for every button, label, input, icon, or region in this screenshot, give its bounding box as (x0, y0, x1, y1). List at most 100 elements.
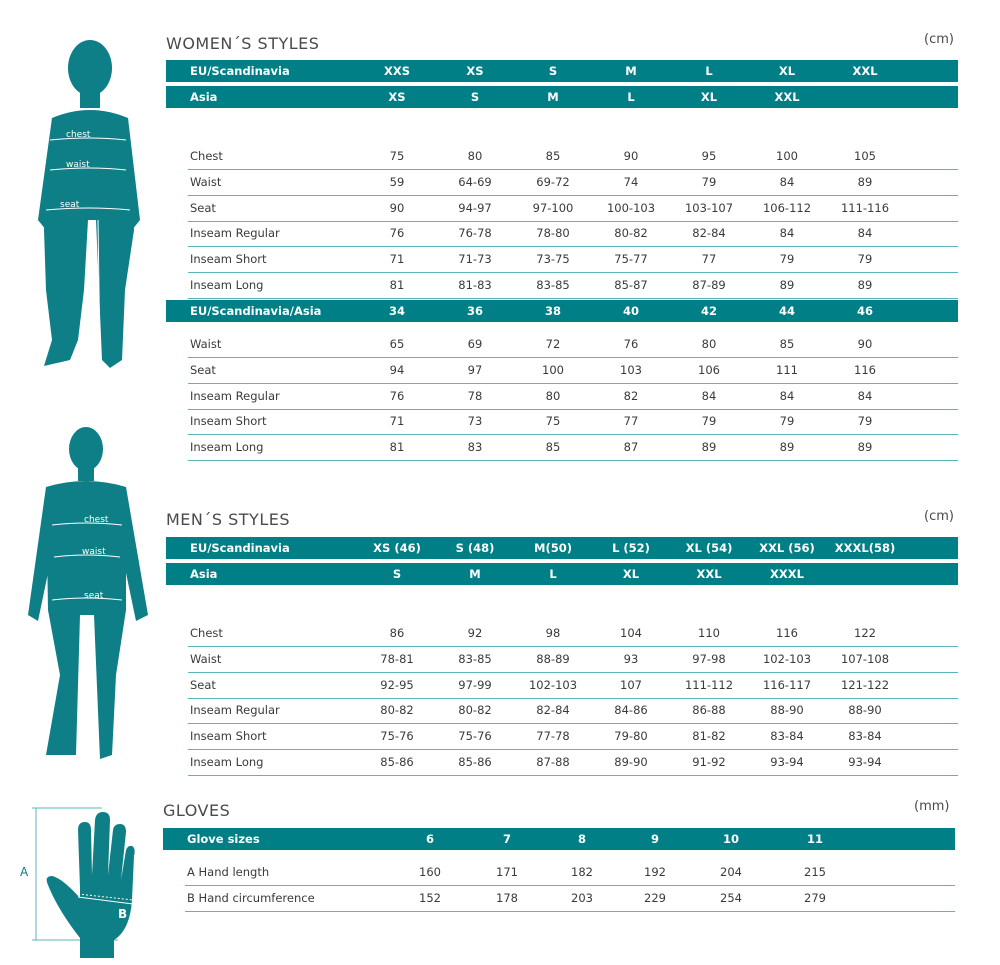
table-cell: 121-122 (840, 677, 890, 692)
table-row: Inseam Long 85-86 85-86 87-88 89-90 91-92 93-9… (188, 750, 958, 776)
table-cell: 82-84 (692, 226, 726, 241)
table-cell: 65 (389, 337, 405, 351)
table-cell: 85 (545, 440, 561, 455)
table-cell: 69 (467, 337, 483, 351)
header-cell: XXL (774, 90, 800, 104)
header-cell: S (470, 90, 480, 104)
header-cell: XXL (56) (759, 541, 815, 555)
table-cell: 79 (779, 414, 795, 429)
row-label: Inseam Regular (190, 388, 280, 403)
table-cell: 79 (701, 414, 717, 429)
row-label: Seat (190, 677, 216, 692)
table-cell: 178 (496, 890, 518, 905)
woman-figure: chest waist seat inseam (38, 40, 140, 368)
table-cell: 90 (857, 337, 873, 351)
table-cell: 215 (804, 865, 826, 879)
man-figure: chest waist seat inseam (28, 427, 148, 759)
table-cell: 95 (701, 149, 717, 163)
table-cell: 229 (644, 890, 666, 905)
table-cell: 82 (623, 388, 639, 403)
table-cell: 107 (620, 677, 642, 692)
table-row: Inseam Regular 80-82 80-82 82-84 84-86 86-88 8… (188, 698, 958, 725)
table-cell: 100 (542, 362, 564, 377)
header-label: EU/Scandinavia (190, 64, 290, 78)
seat-label: seat (84, 591, 104, 601)
row-label: B Hand circumference (187, 890, 315, 905)
table-cell: 88-90 (770, 703, 804, 718)
row-label: Inseam Long (190, 755, 264, 769)
table-cell: 79 (701, 174, 717, 189)
header-cell: M (625, 64, 637, 78)
table-row: Waist 78-81 83-85 88-89 93 97-98 102-103 107-10… (188, 647, 958, 673)
table-cell: 83-84 (848, 729, 882, 744)
table-cell: 93-94 (770, 755, 804, 769)
hand-figure: A B (20, 807, 135, 958)
header-cell: 42 (700, 304, 718, 318)
table-cell: 75 (545, 414, 561, 429)
header-cell: M(50) (534, 541, 572, 555)
table-cell: 73 (467, 414, 483, 429)
table-cell: 75 (389, 149, 405, 163)
header-cell: XXXL(58) (834, 541, 896, 555)
seat-label: seat (60, 200, 80, 210)
table-cell: 73-75 (536, 252, 570, 267)
table-cell: 100 (776, 149, 798, 163)
table-cell: 116 (854, 362, 876, 377)
table-cell: 105 (854, 149, 876, 163)
table-cell: 111 (776, 362, 798, 377)
header-cell: L (627, 90, 635, 104)
header-cell: 9 (650, 832, 660, 846)
inseam-label: inseam (81, 702, 91, 735)
header-cell: S (548, 64, 558, 78)
table-row: Chest 75 80 85 90 95 100 105 (188, 144, 958, 170)
gloves-unit: (mm) (914, 799, 950, 814)
table-cell: 80-82 (614, 226, 648, 241)
table-cell: 80-82 (380, 703, 414, 718)
header-cell: 34 (388, 304, 406, 318)
table-cell: 89 (857, 174, 873, 189)
table-cell: 104 (620, 626, 642, 640)
header-cell: XL (54) (685, 541, 733, 555)
row-label: Chest (190, 626, 223, 640)
table-cell: 84 (779, 174, 795, 189)
table-row: Chest 86 92 98 104 110 116 122 (188, 621, 958, 647)
table-cell: 102-103 (528, 677, 578, 692)
table-cell: 93 (623, 651, 639, 666)
table-cell: 85-87 (614, 278, 648, 292)
table-row: Inseam Short 71 71-73 73-75 75-77 77 79 79 (188, 247, 958, 274)
header-label: EU/Scandinavia/Asia (190, 304, 322, 318)
table-cell: 87-89 (692, 278, 726, 292)
table-cell: 76-78 (458, 226, 492, 241)
row-label: Inseam Regular (190, 703, 280, 718)
table-row: Inseam Short 71 73 75 77 79 79 79 (188, 409, 958, 436)
row-label: Waist (190, 651, 222, 666)
table-cell: 90 (389, 200, 405, 215)
table-cell: 74 (623, 174, 639, 189)
row-label: Inseam Long (190, 440, 264, 455)
table-cell: 87-88 (536, 755, 570, 769)
women-title: WOMEN´S STYLES (166, 34, 320, 53)
table-row: Seat 90 94-97 97-100 100-103 103-107 106-112 11… (188, 196, 958, 222)
header-cell: 36 (466, 304, 484, 318)
header-cell: 40 (622, 304, 640, 318)
table-cell: 71 (389, 414, 405, 429)
table-cell: 76 (623, 337, 639, 351)
table-cell: 84-86 (614, 703, 648, 718)
table-row: A Hand length 160 171 182 192 204 215 (185, 860, 955, 886)
table-cell: 89 (701, 440, 717, 455)
table-cell: 76 (389, 388, 405, 403)
table-cell: 79 (857, 252, 873, 267)
table-cell: 80 (545, 388, 561, 403)
row-label: Inseam Regular (190, 226, 280, 241)
header-cell: XS (388, 90, 406, 104)
table-cell: 84 (779, 226, 795, 241)
table-row: Inseam Short 75-76 75-76 77-78 79-80 81-82 83-… (188, 724, 958, 751)
row-label: Seat (190, 200, 216, 215)
table-cell: 75-76 (458, 729, 492, 744)
women-unit: (cm) (924, 32, 954, 47)
chest-label: chest (66, 130, 91, 140)
header-cell: XS (46) (373, 541, 421, 555)
table-cell: 88-90 (848, 703, 882, 718)
header-cell: XS (466, 64, 484, 78)
